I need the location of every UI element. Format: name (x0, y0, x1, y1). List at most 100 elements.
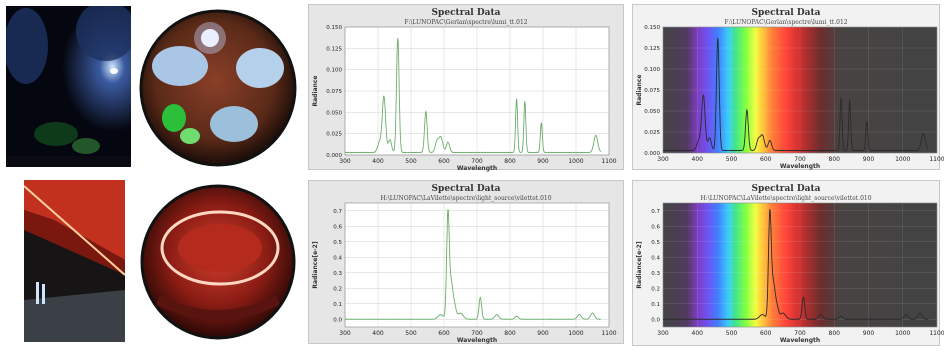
y-tick-label: 0.5 (651, 240, 660, 246)
x-tick-label: 400 (372, 158, 384, 165)
x-tick-label: 400 (372, 330, 384, 337)
panel-subtitle: H:\LUNOPAC\LaVilette\spectre\light_sourc… (380, 195, 552, 202)
y-tick-label: 0.2 (333, 286, 342, 292)
photo-fisheye-trees (138, 6, 298, 167)
panel-title: Spectral Data (751, 184, 821, 194)
photo-park-night (6, 6, 131, 167)
x-tick-label: 1000 (895, 156, 910, 163)
x-axis-label: Wavelength (780, 163, 820, 170)
x-tick-label: 500 (726, 156, 738, 163)
y-tick-label: 0.125 (644, 46, 660, 52)
x-tick-label: 1100 (601, 158, 616, 165)
y-tick-label: 0.6 (651, 224, 660, 230)
x-tick-label: 700 (471, 158, 483, 165)
y-tick-label: 0.5 (333, 240, 342, 246)
photo-fisheye-red-roof (138, 180, 298, 342)
spectral-panel-1: Spectral Data F:\LUNOPAC\Gerlan\spectre\… (308, 4, 624, 172)
y-tick-label: 0.1 (333, 302, 342, 308)
x-tick-label: 400 (692, 156, 704, 163)
y-tick-label: 0.0 (651, 317, 660, 323)
fisheye-red-roof-image (138, 180, 298, 342)
x-tick-label: 900 (863, 330, 875, 337)
x-tick-label: 900 (537, 158, 549, 165)
y-axis-label: Radiance[e-2] (312, 241, 319, 288)
x-tick-label: 700 (471, 330, 483, 337)
x-tick-label: 700 (794, 156, 806, 163)
y-tick-label: 0.100 (326, 68, 342, 74)
x-axis-label: Wavelength (457, 337, 497, 344)
spectral-panel-4: Spectral Data H:\LUNOPAC\LaVilette\spect… (632, 180, 944, 346)
panel-title: Spectral Data (751, 8, 821, 18)
x-tick-label: 900 (537, 330, 549, 337)
panel-title: Spectral Data (431, 8, 501, 18)
x-tick-label: 500 (405, 158, 417, 165)
plot-frame (344, 202, 610, 328)
plot-frame (662, 26, 938, 154)
y-tick-label: 0.075 (326, 89, 342, 95)
y-tick-label: 0.075 (644, 88, 660, 94)
x-tick-label: 600 (438, 330, 450, 337)
spectrum-series-line (662, 37, 929, 152)
spectral-panel-2: Spectral Data F:\LUNOPAC\Gerlan\spectre\… (632, 4, 944, 170)
spectrum-series-line (663, 209, 929, 320)
panel-title: Spectral Data (431, 184, 501, 194)
y-tick-label: 0.050 (326, 110, 342, 116)
x-tick-label: 800 (829, 330, 841, 337)
x-tick-label: 800 (504, 330, 516, 337)
panel-subtitle: F:\LUNOPAC\Gerlan\spectre\lumi_tt.012 (404, 19, 528, 26)
x-tick-label: 300 (657, 330, 669, 337)
photo-walkway-night (24, 180, 125, 342)
plot-frame (662, 202, 938, 328)
park-night-image (6, 6, 131, 167)
y-tick-label: 0.150 (326, 25, 342, 31)
y-axis-label: Radiance (312, 76, 319, 107)
walkway-night-image (24, 180, 125, 342)
y-tick-label: 0.4 (651, 255, 660, 261)
x-tick-label: 1000 (568, 330, 583, 337)
x-tick-label: 400 (692, 330, 704, 337)
y-tick-label: 0.3 (333, 271, 342, 277)
y-tick-label: 0.6 (333, 224, 342, 230)
y-tick-label: 0.7 (651, 209, 660, 215)
spectrum-series-line (345, 209, 601, 320)
y-tick-label: 0.000 (644, 151, 660, 157)
x-tick-label: 1100 (601, 330, 616, 337)
x-tick-label: 300 (657, 156, 669, 163)
spectral-panel-3: Spectral Data H:\LUNOPAC\LaVilette\spect… (308, 180, 624, 344)
y-tick-label: 0.025 (644, 130, 660, 136)
spectrum-background (663, 27, 937, 153)
x-tick-label: 900 (863, 156, 875, 163)
y-axis-label: Radiance[e-2] (636, 241, 643, 288)
y-tick-label: 0.000 (326, 153, 342, 159)
spectral-chart-1: 300 400 500 600 700 800 900 1000 1100 0.000 0.025 0… (312, 25, 617, 172)
x-tick-label: 600 (760, 156, 772, 163)
x-tick-label: 1000 (895, 330, 910, 337)
spectrum-series-line (345, 38, 602, 154)
x-tick-label: 1000 (568, 158, 583, 165)
plot-frame (344, 26, 610, 156)
y-tick-label: 0.100 (644, 67, 660, 73)
y-tick-label: 0.125 (326, 46, 342, 52)
x-tick-label: 600 (438, 158, 450, 165)
x-tick-label: 700 (794, 330, 806, 337)
spectral-chart-3: 300 400 500 600 700 800 900 1000 1100 0.0 0.1 0.2 0.… (312, 202, 617, 344)
x-axis-label: Wavelength (780, 337, 820, 344)
y-tick-label: 0.4 (333, 255, 342, 261)
y-tick-label: 0.050 (644, 109, 660, 115)
y-tick-label: 0.2 (651, 286, 660, 292)
x-tick-label: 800 (829, 156, 841, 163)
x-tick-label: 600 (760, 330, 772, 337)
x-tick-label: 300 (339, 330, 351, 337)
y-tick-label: 0.1 (651, 302, 660, 308)
fisheye-trees-image (138, 6, 298, 167)
spectral-chart-2: 300 400 500 600 700 800 900 1000 1100 0.000 0.025 0… (636, 25, 944, 170)
y-tick-label: 0.150 (644, 25, 660, 31)
spectral-chart-4: 300 400 500 600 700 800 900 1000 1100 0.0 0.1 0.2 0.… (636, 202, 944, 344)
y-axis-label: Radiance (636, 75, 643, 106)
x-tick-label: 300 (339, 158, 351, 165)
y-tick-label: 0.0 (333, 317, 342, 323)
y-tick-label: 0.025 (326, 132, 342, 138)
y-tick-label: 0.3 (651, 271, 660, 277)
panel-subtitle: H:\LUNOPAC\LaVilette\spectre\light_sourc… (700, 195, 872, 202)
y-tick-label: 0.7 (333, 209, 342, 215)
